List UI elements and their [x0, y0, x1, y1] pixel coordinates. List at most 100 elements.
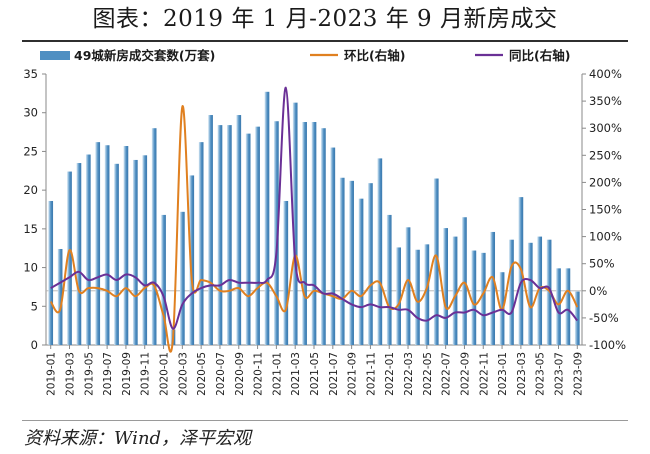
left-tick-label: 15	[23, 222, 38, 236]
right-tick-label: 200%	[589, 175, 622, 189]
x-tick-label: 2020-11	[253, 352, 265, 396]
combo-chart: 49城新房成交套数(万套) 环比(右轴) 同比(右轴) 0 5 10 15 20 25 30…	[23, 48, 626, 396]
bar-2023-02	[509, 239, 514, 345]
bar-2020-11	[255, 126, 260, 345]
right-tick-label: 0%	[589, 284, 607, 298]
bar-2022-01	[386, 214, 392, 345]
left-tick-label: 5	[31, 299, 38, 313]
x-tick-label: 2019-11	[140, 352, 152, 396]
x-tick-label: 2023-03	[516, 352, 528, 396]
bar-2021-03	[292, 102, 298, 345]
x-tick-label: 2022-03	[403, 352, 415, 396]
right-tick-label: 150%	[589, 203, 622, 217]
x-tick-label: 2020-01	[159, 352, 171, 396]
bar-2019-09	[123, 146, 129, 345]
x-tick-label: 2019-01	[46, 352, 58, 396]
left-tick-label: 10	[23, 261, 38, 275]
bar-2022-06	[433, 178, 439, 345]
bar-2021-10	[358, 198, 364, 345]
bar-2022-02	[396, 247, 401, 345]
right-tick-label: 50%	[589, 257, 615, 271]
bar-2021-06	[321, 128, 326, 345]
bar-2023-04	[527, 242, 533, 345]
left-tick-label: 30	[23, 106, 38, 120]
x-tick-label: 2021-09	[347, 352, 359, 396]
bar-2019-04	[76, 163, 82, 345]
x-tick-label: 2023-07	[553, 352, 565, 396]
x-tick-label: 2020-03	[177, 352, 189, 396]
source-note: 资料来源：Wind，泽平宏观	[24, 428, 252, 449]
x-tick-label: 2022-05	[422, 352, 434, 396]
bar-2020-09	[236, 115, 242, 345]
bar-2023-06	[546, 239, 552, 345]
bar-2020-10	[245, 133, 251, 345]
x-tick-label: 2022-09	[459, 352, 471, 396]
bar-2019-05	[85, 154, 91, 345]
bar-2021-05	[311, 122, 317, 346]
x-tick-label: 2021-11	[365, 352, 377, 396]
bar-2023-05	[537, 236, 543, 345]
bar-2022-11	[480, 252, 486, 345]
bar-2021-08	[339, 177, 345, 345]
x-tick-label: 2021-07	[328, 352, 340, 396]
x-tick-label: 2022-01	[384, 352, 396, 396]
bar-2021-02	[283, 200, 289, 345]
line-yoy	[50, 86, 579, 330]
bar-2020-08	[227, 125, 232, 345]
bar-2021-01	[274, 121, 279, 345]
bar-2022-05	[424, 244, 430, 345]
bar-2019-12	[151, 128, 157, 345]
x-tick-label: 2023-09	[572, 352, 584, 396]
bar-2022-03	[405, 227, 411, 345]
bar-2021-12	[377, 158, 383, 345]
bar-2020-04	[189, 175, 195, 345]
bar-2022-12	[490, 231, 496, 345]
left-tick-label: 35	[23, 67, 38, 81]
legend: 49城新房成交套数(万套) 环比(右轴) 同比(右轴)	[40, 48, 570, 63]
right-tick-label: 400%	[589, 67, 622, 81]
x-tick-label: 2021-03	[290, 352, 302, 396]
x-tick-label: 2020-05	[196, 352, 208, 396]
x-axis-labels: 2019-01 2019-03 2019-05 2019-07 2019-09 2019-…	[46, 345, 584, 396]
line-mom	[49, 105, 579, 353]
bar-2019-06	[95, 142, 101, 345]
legend-swatch-bars	[40, 51, 70, 60]
x-tick-label: 2022-11	[478, 352, 490, 396]
bar-2020-06	[208, 115, 213, 345]
bar-2021-09	[349, 180, 354, 345]
title-divider	[22, 40, 628, 42]
bar-2022-09	[462, 217, 467, 345]
x-tick-label: 2019-05	[83, 352, 95, 396]
right-tick-label: -100%	[589, 338, 626, 352]
bar-2019-01	[48, 200, 54, 345]
x-tick-label: 2020-09	[234, 352, 246, 396]
legend-label-mom: 环比(右轴)	[344, 48, 405, 63]
bar-2019-03	[67, 171, 72, 345]
bar-series	[48, 91, 580, 346]
right-tick-label: 250%	[589, 148, 622, 162]
bar-2021-07	[330, 147, 336, 345]
x-tick-label: 2021-05	[309, 352, 321, 396]
left-tick-label: 25	[23, 144, 38, 158]
legend-label-yoy: 同比(右轴)	[509, 48, 570, 63]
x-tick-label: 2022-07	[441, 352, 453, 396]
bar-2020-01	[161, 214, 166, 345]
chart-title: 图表：2019 年 1 月-2023 年 9 月新房成交	[92, 6, 558, 32]
right-tick-label: 300%	[589, 121, 622, 135]
bar-2022-10	[471, 250, 477, 345]
x-tick-label: 2023-05	[535, 352, 547, 396]
right-tick-label: -50%	[589, 311, 619, 325]
x-tick-label: 2020-07	[215, 352, 227, 396]
bar-2022-08	[452, 236, 458, 345]
bar-2019-02	[57, 248, 63, 345]
bar-2019-11	[142, 155, 148, 345]
x-tick-label: 2019-07	[102, 352, 114, 396]
bar-2019-10	[132, 159, 138, 345]
bar-2023-08	[565, 268, 571, 345]
source-divider	[22, 420, 628, 421]
bar-2022-07	[443, 228, 448, 345]
bar-2020-12	[264, 91, 270, 346]
bar-2019-08	[114, 163, 119, 345]
legend-label-bars: 49城新房成交套数(万套)	[74, 48, 215, 63]
bar-2020-05	[198, 142, 204, 345]
